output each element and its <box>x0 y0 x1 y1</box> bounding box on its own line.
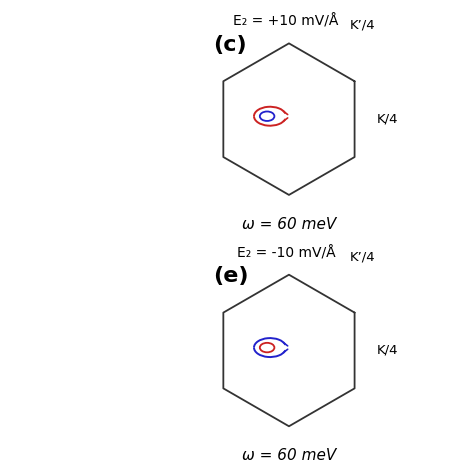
Text: ω = 60 meV: ω = 60 meV <box>242 448 336 463</box>
Text: K/4: K/4 <box>376 344 398 357</box>
Text: (e): (e) <box>213 266 249 286</box>
Text: K’/4: K’/4 <box>350 250 376 263</box>
Text: E₂ = +10 mV/Å: E₂ = +10 mV/Å <box>233 14 339 29</box>
Text: K/4: K/4 <box>376 113 398 126</box>
Text: K’/4: K’/4 <box>350 18 376 32</box>
Text: E₂ = -10 mV/Å: E₂ = -10 mV/Å <box>237 246 336 260</box>
Text: (c): (c) <box>213 35 247 55</box>
Text: ω = 60 meV: ω = 60 meV <box>242 217 336 232</box>
